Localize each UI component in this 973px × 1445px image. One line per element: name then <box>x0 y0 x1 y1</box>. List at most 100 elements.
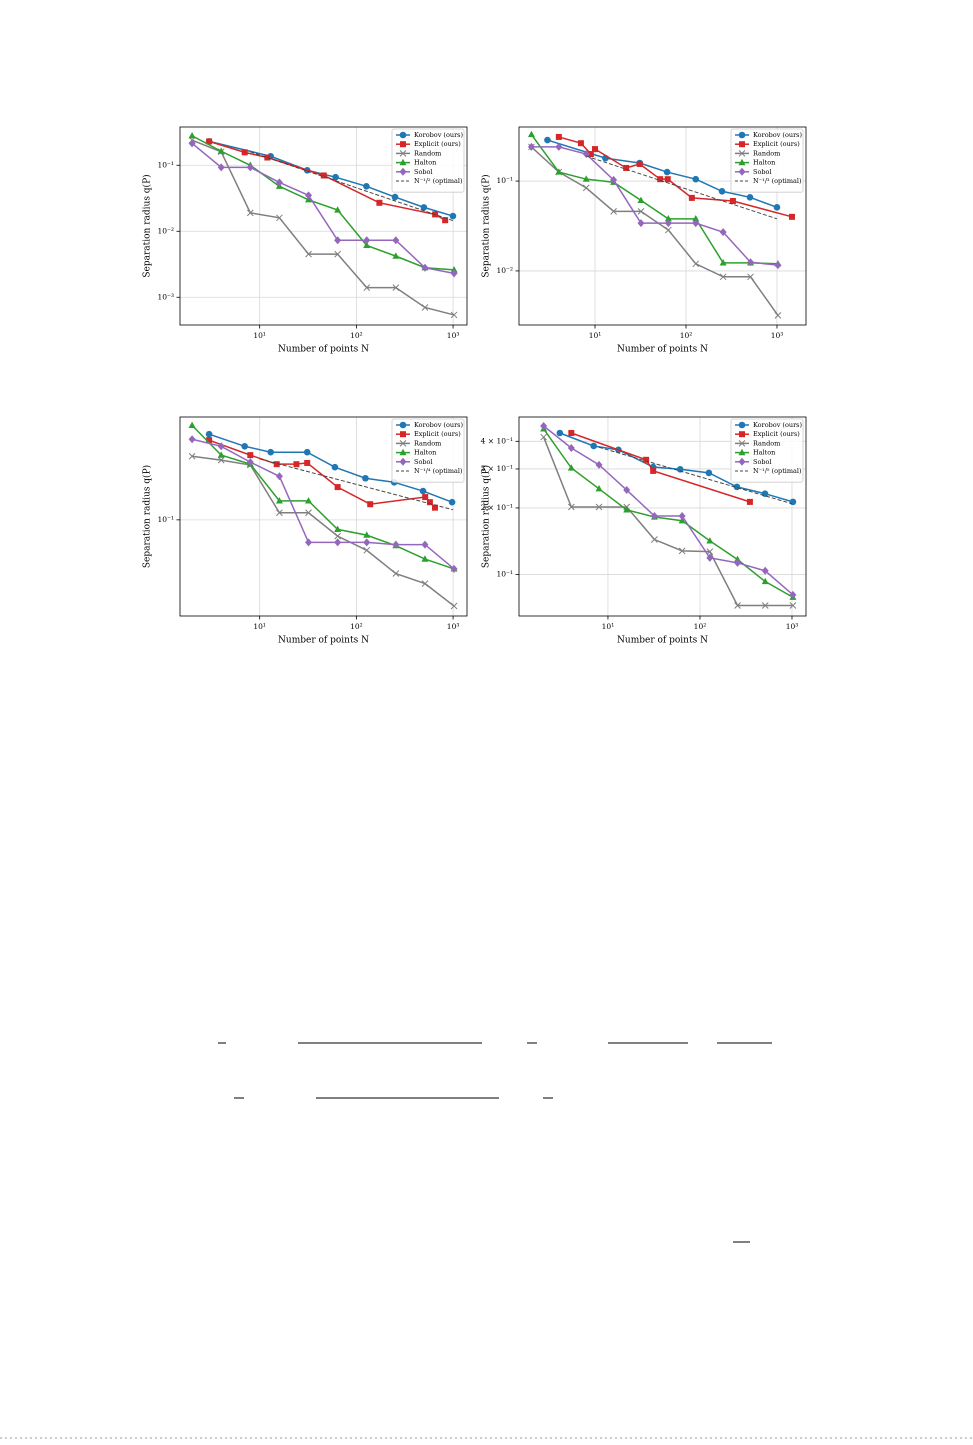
marker <box>391 193 399 201</box>
legend-label: Random <box>753 149 780 157</box>
marker <box>246 163 254 172</box>
legend-label: Korobov (ours) <box>753 131 803 139</box>
marker <box>637 208 645 215</box>
marker <box>303 448 311 456</box>
legend-label: Random <box>414 439 441 447</box>
marker <box>392 284 400 291</box>
series-line <box>191 139 455 316</box>
marker <box>448 498 456 506</box>
marker <box>544 136 551 144</box>
marker <box>643 456 650 463</box>
legend-marker <box>738 158 746 166</box>
marker <box>678 511 686 520</box>
marker <box>623 164 630 171</box>
legend-marker <box>400 141 406 148</box>
marker <box>688 194 695 201</box>
marker <box>363 538 371 547</box>
marker <box>568 430 575 437</box>
legend-label: Random <box>753 439 780 447</box>
marker <box>449 212 457 220</box>
marker <box>746 498 753 505</box>
chart: 10¹ 10² 10³ 10⁻¹ Number of points N Separatio… <box>142 416 468 646</box>
marker <box>610 175 618 184</box>
legend-marker <box>399 448 407 456</box>
legend-marker <box>738 167 746 176</box>
marker <box>582 150 590 159</box>
legend-label: Halton <box>414 159 436 167</box>
marker <box>556 429 564 437</box>
marker <box>678 516 686 524</box>
marker <box>334 236 342 245</box>
marker <box>789 590 797 599</box>
series-line <box>571 432 751 503</box>
marker <box>650 511 658 520</box>
marker <box>664 219 672 228</box>
marker <box>217 147 225 154</box>
marker <box>567 444 575 453</box>
marker <box>334 538 342 547</box>
marker <box>392 236 400 245</box>
legend-label: Halton <box>414 449 436 457</box>
marker <box>719 259 727 266</box>
series-line <box>191 455 455 607</box>
y-tick-label: 3 × 10⁻¹ <box>481 464 513 473</box>
legend-marker <box>399 167 407 176</box>
axes-frame <box>518 126 807 326</box>
x-tick-label: 10³ <box>771 331 784 340</box>
legend-label: Sobol <box>414 168 433 176</box>
marker <box>334 206 342 213</box>
marker <box>747 273 754 281</box>
series-line <box>543 428 794 598</box>
marker <box>650 467 657 474</box>
marker <box>590 442 597 450</box>
marker <box>320 172 327 179</box>
y-axis-label: Separation radius q(P) <box>142 174 153 277</box>
marker <box>610 208 617 215</box>
series-line <box>191 135 455 271</box>
legend: Korobov (ours)Explicit (ours)Random Halto… <box>730 418 804 483</box>
series-line <box>542 436 793 607</box>
legend-label: Korobov (ours) <box>414 421 464 429</box>
y-tick-label: 4 × 10⁻¹ <box>481 436 513 445</box>
marker <box>304 459 311 466</box>
y-tick-label: 2 × 10⁻¹ <box>481 503 513 512</box>
marker <box>582 175 590 182</box>
legend: Korobov (ours)Explicit (ours)Random Halto… <box>391 418 465 483</box>
marker <box>217 456 225 464</box>
marker <box>595 485 603 492</box>
legend-label: Explicit (ours) <box>414 430 461 438</box>
axes-frame <box>179 126 468 326</box>
reference-line <box>598 446 793 505</box>
legend-marker <box>739 141 745 148</box>
marker <box>719 273 727 281</box>
marker <box>305 191 313 200</box>
marker <box>595 460 603 469</box>
marker <box>334 532 341 540</box>
legend-label: Sobol <box>414 458 433 466</box>
legend-marker <box>400 431 406 438</box>
reference-line <box>586 155 778 220</box>
marker <box>678 547 686 555</box>
marker <box>761 577 769 585</box>
legend-marker <box>738 448 746 456</box>
series-line <box>531 146 778 266</box>
legend-marker <box>399 150 407 157</box>
marker <box>692 260 700 268</box>
legend-label: N⁻¹/⁵ (optimal) <box>753 467 802 475</box>
legend-marker <box>739 431 745 438</box>
marker <box>305 538 313 547</box>
marker <box>623 506 631 513</box>
marker <box>718 187 726 195</box>
marker <box>637 219 645 228</box>
legend-marker <box>738 457 746 466</box>
legend: Korobov (ours)Explicit (ours)Random Halto… <box>730 128 804 193</box>
axes-frame <box>518 416 807 617</box>
chart: 10¹ 10² 10³ 10⁻¹ 10⁻² 10⁻³ Number of points N S… <box>142 126 468 355</box>
marker <box>392 540 400 549</box>
legend-label: Halton <box>753 159 775 167</box>
marker <box>188 131 196 139</box>
x-axis-label: Number of points N <box>278 636 369 646</box>
marker <box>657 176 664 183</box>
marker <box>392 570 400 577</box>
